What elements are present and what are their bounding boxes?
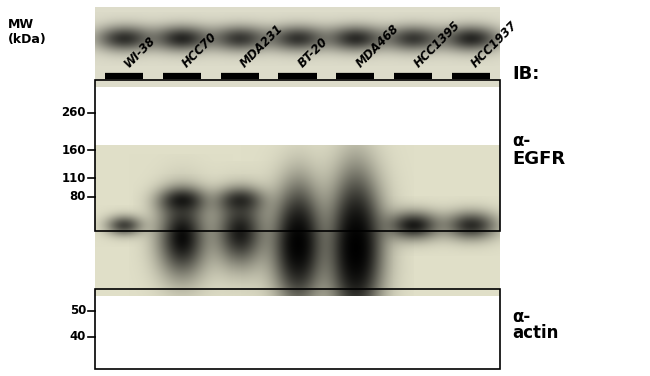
Text: IB:: IB: [512,65,540,83]
Text: 40: 40 [70,331,86,344]
Text: 260: 260 [62,106,86,120]
Text: HCC70: HCC70 [180,30,220,70]
Bar [95,289,500,369]
Text: MDA231: MDA231 [238,22,286,70]
Text: MDA468: MDA468 [354,22,402,70]
Text: BT-20: BT-20 [296,35,330,70]
Text: α-: α- [512,308,530,326]
Text: HCC1395: HCC1395 [411,19,463,70]
Text: 80: 80 [70,191,86,203]
Text: α-: α- [512,132,530,150]
Text: actin: actin [512,324,558,342]
Bar [95,80,500,231]
Text: HCC1937: HCC1937 [469,19,521,70]
Text: 50: 50 [70,305,86,317]
Text: WI-38: WI-38 [122,33,159,70]
Text: MW
(kDa): MW (kDa) [8,18,47,46]
Text: 110: 110 [62,171,86,185]
Text: EGFR: EGFR [512,150,565,168]
Text: 160: 160 [62,144,86,156]
